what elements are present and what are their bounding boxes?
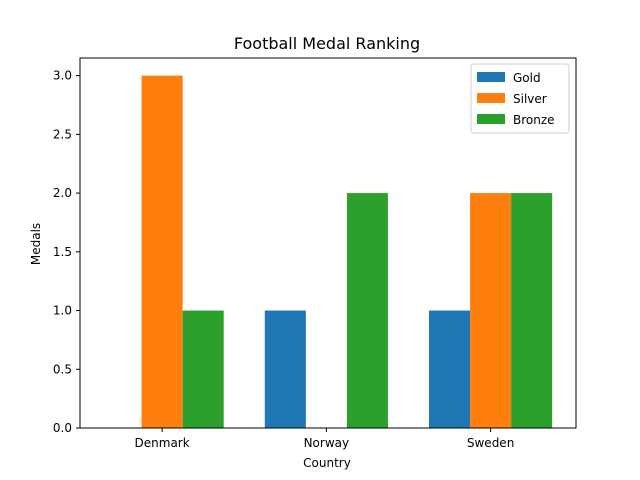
legend-swatch-bronze [477, 114, 505, 124]
x-axis-label: Country [303, 456, 351, 470]
bar-bronze-norway [346, 193, 388, 428]
plot-area [141, 75, 553, 429]
y-tick-label: 0.0 [53, 421, 72, 435]
bar-gold-sweden [429, 310, 471, 428]
bar-silver-sweden [470, 193, 512, 428]
y-tick-label: 2.0 [53, 186, 72, 200]
legend: Gold Silver Bronze [470, 63, 570, 134]
legend-label-silver: Silver [513, 92, 547, 106]
axes: 0.0 0.5 1.0 1.5 2.0 2.5 3.0 Denmark Norway Sweden [53, 57, 577, 450]
bar-bronze-sweden [511, 193, 553, 428]
y-tick-label: 3.0 [53, 69, 72, 83]
legend-label-gold: Gold [513, 71, 541, 85]
y-tick-label: 0.5 [53, 362, 72, 376]
chart-title: Football Medal Ranking [234, 34, 420, 53]
x-tick-label: Denmark [135, 436, 190, 450]
y-tick-label: 2.5 [53, 127, 72, 141]
y-tick-label: 1.0 [53, 304, 72, 318]
legend-swatch-silver [477, 93, 505, 103]
y-tick-label: 1.5 [53, 245, 72, 259]
legend-label-bronze: Bronze [513, 113, 555, 127]
plot-frame [79, 57, 577, 429]
x-tick-label: Norway [304, 436, 350, 450]
bar-silver-denmark [141, 75, 183, 429]
y-axis-label: Medals [29, 223, 43, 265]
bar-bronze-denmark [182, 310, 224, 428]
legend-swatch-gold [477, 72, 505, 82]
bar-gold-norway [264, 310, 306, 428]
x-tick-label: Sweden [467, 436, 514, 450]
